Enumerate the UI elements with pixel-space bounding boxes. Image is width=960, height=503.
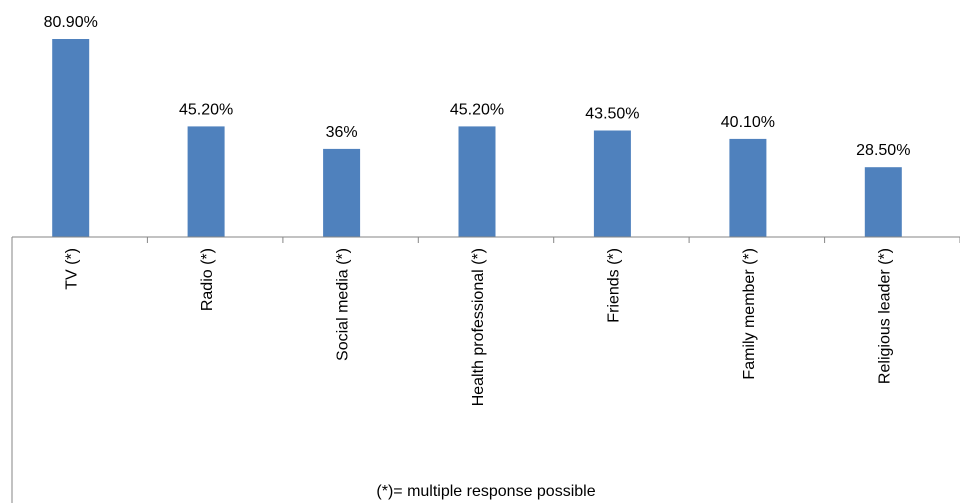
category-label-friends: Friends (*) (605, 248, 622, 323)
bar-radio (187, 126, 225, 237)
bar-tv (52, 39, 90, 237)
tick-marks-group (11, 237, 960, 243)
category-label-family-member: Family member (*) (741, 248, 758, 380)
bar-friends (593, 130, 631, 237)
footnote: (*)= multiple response possible (376, 483, 595, 500)
axes-group (11, 236, 960, 503)
data-labels-group: 80.90% 45.20% 36% 45.20% 43.50% 40.10% 28.50% (44, 14, 911, 159)
bar-family-member (729, 138, 767, 237)
data-label-religious-leader: 28.50% (856, 142, 910, 159)
data-label-friends: 43.50% (585, 106, 639, 123)
category-label-health-professional: Health professional (*) (470, 248, 487, 406)
bar-social-media (323, 148, 361, 237)
bars-group (52, 39, 902, 237)
data-label-tv: 80.90% (44, 14, 98, 31)
bar-health-professional (458, 126, 496, 237)
data-label-radio: 45.20% (179, 101, 233, 118)
category-label-tv: TV (*) (64, 248, 81, 290)
data-label-social-media: 36% (326, 124, 358, 141)
category-label-social-media: Social media (*) (335, 248, 352, 361)
category-labels-group: TV (*) Radio (*) Social media (*) Health pr… (64, 248, 894, 406)
data-label-health-professional: 45.20% (450, 101, 504, 118)
bar-religious-leader (864, 167, 902, 237)
category-label-radio: Radio (*) (199, 248, 216, 311)
data-label-family-member: 40.10% (721, 114, 775, 131)
category-label-religious-leader: Religious leader (*) (876, 248, 893, 384)
